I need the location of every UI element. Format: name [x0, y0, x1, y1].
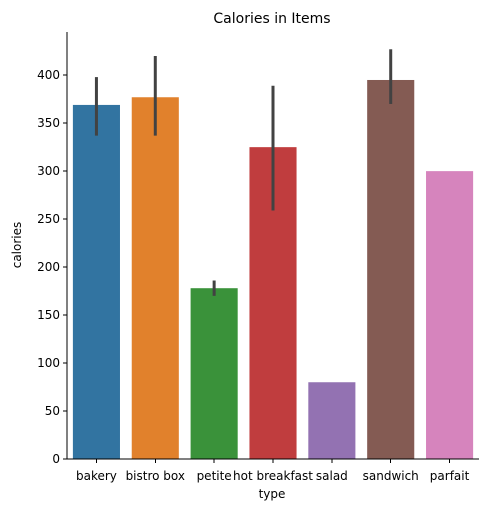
- y-tick-label: 350: [37, 116, 60, 130]
- y-tick-label: 100: [37, 356, 60, 370]
- y-tick-label: 250: [37, 212, 60, 226]
- error-bars-layer: [94, 49, 393, 296]
- x-tick-label: bistro box: [126, 469, 185, 483]
- y-axis-label: calories: [10, 222, 24, 269]
- x-tick-label: bakery: [76, 469, 117, 483]
- bar-parfait: [426, 171, 474, 459]
- y-tick-label: 0: [52, 452, 60, 466]
- bar-sandwich: [367, 79, 415, 459]
- y-tick-label: 50: [45, 404, 60, 418]
- y-tick-label: 150: [37, 308, 60, 322]
- x-tick-label: salad: [316, 469, 348, 483]
- y-tick-label: 300: [37, 164, 60, 178]
- bar-bistro-box: [131, 97, 179, 459]
- bar-salad: [308, 382, 356, 459]
- bar-bakery: [72, 104, 120, 460]
- x-tick-label: sandwich: [363, 469, 419, 483]
- x-tick-label: petite: [197, 469, 232, 483]
- x-axis-label: type: [259, 487, 286, 501]
- y-tick-label: 200: [37, 260, 60, 274]
- x-ticks-layer: bakery bistro box petite hot breakfast salad…: [76, 459, 470, 483]
- y-tick-label: 400: [37, 68, 60, 82]
- x-tick-label: hot breakfast: [233, 469, 313, 483]
- y-ticks-layer: 0 50 100 150 200 250 300 350 400: [37, 68, 67, 466]
- chart-title: Calories in Items: [213, 11, 330, 27]
- bar-petite: [190, 288, 238, 459]
- x-tick-label: parfait: [430, 469, 470, 483]
